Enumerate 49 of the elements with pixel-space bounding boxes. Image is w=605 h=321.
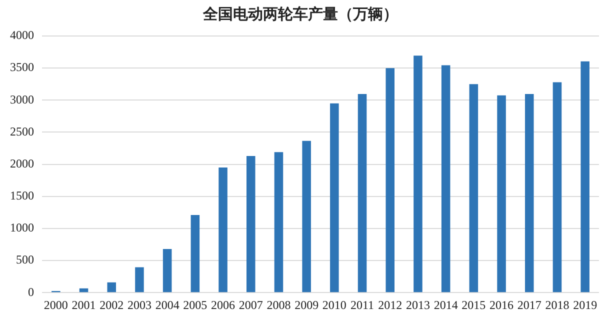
bar: [246, 156, 256, 292]
bar: [358, 94, 367, 292]
bar: [274, 152, 284, 292]
bar: [190, 214, 200, 292]
x-tick-label: 2019: [573, 298, 598, 312]
y-tick-label: 2000: [10, 156, 34, 170]
x-tick-label: 2016: [490, 298, 514, 312]
x-tick-label: 2010: [322, 298, 346, 312]
bar: [162, 248, 172, 292]
y-tick-label: 4000: [10, 28, 34, 42]
y-tick-label: 3000: [10, 92, 34, 106]
x-tick-label: 2006: [211, 298, 236, 312]
bar: [414, 56, 422, 292]
x-tick-label: 2007: [238, 298, 263, 312]
x-tick-label: 2013: [406, 298, 430, 312]
x-tick-label: 2001: [72, 298, 96, 312]
y-tick-label: 0: [28, 284, 34, 299]
bar: [135, 267, 144, 292]
x-tick-label: 2002: [100, 298, 124, 312]
bar: [107, 282, 116, 292]
bar: [79, 288, 88, 292]
x-tick-label: 2008: [266, 298, 291, 312]
x-tick-label: 2018: [545, 298, 570, 312]
bar: [302, 140, 311, 292]
x-tick-label: 2003: [127, 298, 152, 312]
y-tick-label: 1000: [10, 220, 34, 235]
bar: [524, 94, 534, 292]
bar: [218, 168, 228, 292]
x-tick-label: 2011: [350, 298, 374, 312]
y-tick-label: 1500: [10, 188, 34, 203]
bar: [580, 61, 590, 292]
bar: [330, 103, 339, 292]
bar: [441, 65, 450, 292]
bar: [386, 68, 395, 292]
x-tick-label: 2014: [434, 298, 458, 312]
y-tick-label: 2500: [10, 124, 34, 138]
x-tick-label: 2004: [155, 298, 180, 312]
y-tick-label: 3500: [10, 60, 34, 74]
chart-title: 全国电动两轮车产量（万辆）: [202, 4, 398, 23]
x-tick-label: 2000: [44, 298, 68, 312]
x-tick-label: 2009: [294, 298, 319, 312]
bar: [552, 82, 562, 292]
y-tick-label: 500: [16, 252, 34, 267]
bar: [497, 95, 506, 292]
bar: [469, 84, 478, 292]
x-tick-label: 2015: [462, 298, 486, 312]
x-tick-label: 2017: [517, 298, 542, 312]
x-tick-label: 2005: [183, 298, 208, 312]
x-tick-label: 2012: [378, 298, 402, 312]
